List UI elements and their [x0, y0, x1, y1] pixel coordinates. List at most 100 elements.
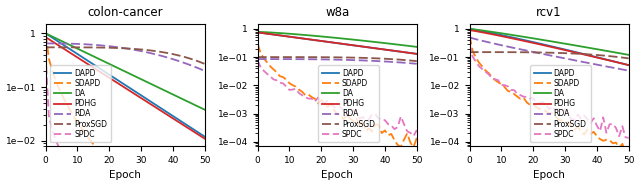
DAPD	[301, 38, 309, 40]
PDHG	[90, 67, 97, 69]
DA	[301, 34, 309, 36]
DAPD	[413, 53, 420, 55]
SPDC	[359, 116, 367, 118]
RDA	[413, 63, 420, 65]
Line: DAPD: DAPD	[45, 33, 205, 137]
Legend: DAPD, SDAPD, DA, PDHG, RDA, ProxSGD, SPDC: DAPD, SDAPD, DA, PDHG, RDA, ProxSGD, SPD…	[51, 65, 111, 142]
DA	[77, 49, 84, 51]
ProxSGD	[201, 63, 209, 65]
PDHG	[513, 38, 521, 41]
DA	[571, 44, 579, 46]
ProxSGD	[500, 51, 508, 53]
Line: ProxSGD: ProxSGD	[257, 57, 417, 61]
SPDC	[500, 84, 508, 86]
RDA	[466, 36, 474, 39]
Line: SDAPD: SDAPD	[257, 44, 417, 147]
DAPD	[201, 136, 209, 138]
Line: SDAPD: SDAPD	[45, 33, 205, 186]
DAPD	[621, 63, 629, 65]
Line: PDHG: PDHG	[470, 30, 628, 65]
PDHG	[198, 136, 205, 138]
DA	[198, 107, 205, 109]
ProxSGD	[513, 51, 521, 53]
SPDC	[253, 60, 261, 62]
DA	[253, 31, 261, 33]
DAPD	[410, 52, 417, 54]
SPDC	[77, 177, 84, 179]
ProxSGD	[466, 51, 474, 53]
SDAPD	[413, 137, 420, 139]
DAPD	[77, 55, 84, 57]
RDA	[359, 59, 367, 62]
Line: ProxSGD: ProxSGD	[470, 52, 628, 58]
SPDC	[410, 135, 417, 137]
Line: PDHG: PDHG	[257, 32, 417, 54]
ProxSGD	[305, 56, 312, 58]
Line: PDHG: PDHG	[45, 37, 205, 139]
Line: DAPD: DAPD	[257, 32, 417, 54]
DA	[369, 41, 376, 43]
SDAPD	[625, 146, 632, 148]
Line: RDA: RDA	[45, 43, 205, 71]
DA	[516, 35, 524, 37]
PDHG	[289, 36, 296, 38]
DA	[147, 83, 154, 85]
DAPD	[571, 51, 579, 53]
ProxSGD	[147, 49, 154, 52]
SDAPD	[93, 147, 100, 150]
ProxSGD	[198, 62, 205, 64]
X-axis label: Epoch: Epoch	[321, 170, 353, 180]
SPDC	[625, 137, 632, 139]
DAPD	[359, 45, 367, 48]
SDAPD	[253, 43, 261, 45]
SDAPD	[406, 142, 414, 144]
SPDC	[513, 93, 521, 95]
PDHG	[621, 63, 629, 65]
PDHG	[413, 53, 420, 55]
RDA	[77, 43, 84, 45]
DA	[500, 33, 508, 35]
RDA	[42, 42, 49, 44]
ProxSGD	[77, 46, 84, 49]
DAPD	[253, 31, 261, 33]
PDHG	[625, 64, 632, 66]
SDAPD	[621, 150, 629, 153]
DA	[201, 109, 209, 111]
DAPD	[147, 100, 154, 103]
RDA	[410, 62, 417, 65]
ProxSGD	[413, 60, 420, 62]
SDAPD	[42, 32, 49, 34]
ProxSGD	[156, 51, 164, 53]
SPDC	[580, 114, 588, 116]
PDHG	[359, 45, 367, 48]
SDAPD	[580, 134, 588, 136]
RDA	[369, 60, 376, 62]
DA	[42, 32, 49, 34]
PDHG	[305, 38, 312, 40]
DAPD	[42, 32, 49, 34]
DAPD	[289, 36, 296, 38]
DA	[156, 87, 164, 89]
Line: RDA: RDA	[470, 37, 628, 71]
SPDC	[305, 97, 312, 100]
SPDC	[621, 136, 629, 138]
Line: SPDC: SPDC	[257, 61, 417, 136]
SDAPD	[77, 126, 84, 128]
DA	[289, 33, 296, 35]
ProxSGD	[42, 46, 49, 48]
Line: ProxSGD: ProxSGD	[45, 47, 205, 64]
ProxSGD	[571, 52, 579, 55]
ProxSGD	[369, 57, 376, 59]
RDA	[156, 54, 164, 57]
SDAPD	[369, 130, 376, 133]
RDA	[198, 68, 205, 71]
SDAPD	[513, 95, 521, 98]
DA	[513, 35, 521, 37]
PDHG	[253, 31, 261, 33]
RDA	[621, 69, 629, 71]
SDAPD	[289, 84, 296, 86]
RDA	[90, 44, 97, 46]
X-axis label: Epoch: Epoch	[109, 170, 141, 180]
PDHG	[147, 103, 154, 105]
Line: DA: DA	[257, 32, 417, 47]
